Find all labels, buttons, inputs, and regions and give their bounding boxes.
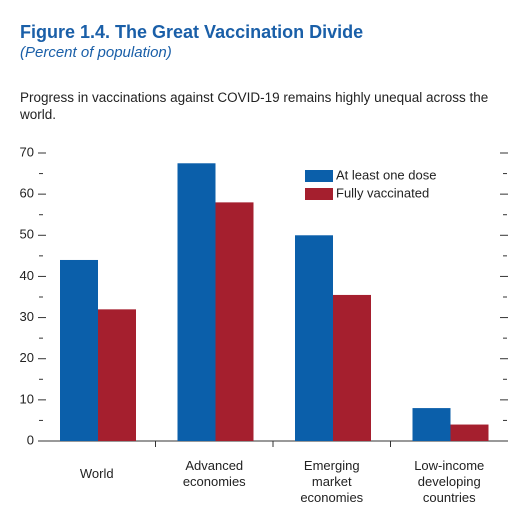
bar — [98, 309, 136, 441]
bar — [412, 408, 451, 441]
legend-swatch — [305, 170, 333, 182]
y-tick-label: 30 — [20, 309, 34, 324]
bar — [450, 424, 489, 441]
x-tick-label: Low-income developing countries — [414, 458, 485, 505]
legend-label: At least one dose — [336, 167, 436, 182]
y-tick-label: 10 — [20, 391, 34, 406]
y-tick-label: 50 — [20, 227, 34, 242]
bar — [295, 235, 333, 441]
y-tick-label: 60 — [20, 186, 34, 201]
bar — [333, 294, 371, 441]
legend-swatch — [305, 188, 333, 200]
x-tick-label: World — [79, 466, 114, 481]
chart-subtitle: (Percent of population) — [20, 44, 172, 61]
x-tick-label: Emerging market economies — [300, 458, 364, 505]
chart-title: Figure 1.4. The Great Vaccination Divide — [20, 22, 364, 42]
description: Progress in vaccinations against COVID-1… — [20, 90, 489, 122]
y-tick-label: 70 — [20, 144, 34, 159]
bar — [177, 163, 216, 442]
legend-label: Fully vaccinated — [336, 185, 429, 200]
y-tick-label: 20 — [20, 350, 34, 365]
bar — [215, 202, 254, 441]
y-tick-label: 0 — [27, 432, 34, 447]
bar — [60, 259, 98, 441]
x-tick-label: Advanced economies — [182, 458, 246, 489]
y-tick-label: 40 — [20, 268, 34, 283]
